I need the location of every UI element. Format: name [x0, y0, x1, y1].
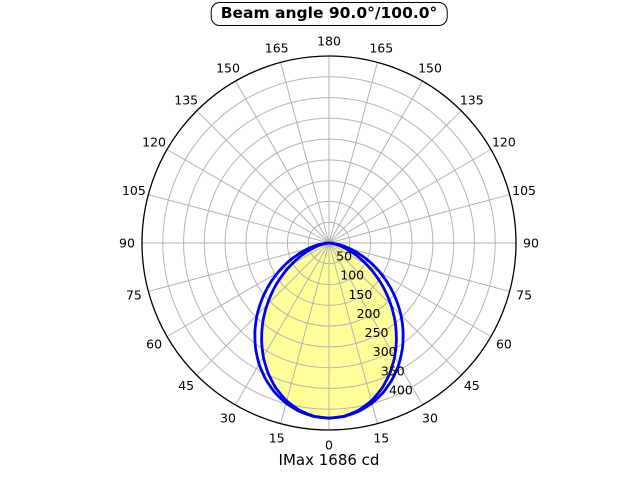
imax-label: IMax 1686 cd: [278, 451, 380, 469]
grid-ray: [328, 62, 378, 244]
angle-tick-label: 150: [216, 60, 240, 75]
grid-ring: [266, 180, 392, 306]
grid-ring: [245, 159, 413, 327]
angle-tick-label: 15: [373, 430, 389, 445]
angle-tick-label: 45: [464, 378, 480, 393]
angle-tick-label: 180: [317, 33, 341, 48]
grid-ray: [328, 80, 423, 244]
grid-ray: [166, 242, 330, 337]
radial-tick-label: 300: [373, 344, 397, 359]
grid-ray: [148, 242, 330, 292]
angle-tick-label: 120: [142, 134, 166, 149]
angle-tick-label: 0: [325, 437, 333, 452]
angle-tick-label: 165: [369, 40, 393, 55]
angle-tick-label: 120: [492, 134, 516, 149]
grid-ray: [235, 80, 330, 244]
radial-tick-label: 200: [357, 306, 381, 321]
grid-ray: [166, 149, 330, 244]
grid-ring: [286, 200, 372, 286]
angle-tick-label: 105: [512, 183, 536, 198]
radial-tick-label: 250: [365, 325, 389, 340]
radial-tick-label: 100: [340, 268, 364, 283]
angle-tick-label: 30: [422, 410, 438, 425]
grid-ray: [235, 242, 330, 406]
angle-tick-label: 75: [516, 288, 532, 303]
angle-tick-label: 75: [126, 288, 142, 303]
grid-ray: [328, 149, 492, 244]
angle-tick-label: 135: [460, 93, 484, 108]
grid-ray: [328, 242, 423, 406]
grid-ray: [196, 110, 330, 244]
grid-ray: [328, 242, 462, 376]
beam-curve-inner: [260, 241, 398, 420]
grid-ray: [196, 242, 330, 376]
radial-tick-label: 400: [389, 382, 413, 397]
grid-ray: [328, 242, 510, 292]
radial-tick-label: 150: [348, 287, 372, 302]
grid-ring: [307, 221, 351, 265]
angle-tick-label: 90: [523, 235, 539, 250]
outer-circle: [141, 55, 517, 431]
radial-tick-label: 350: [381, 363, 405, 378]
angle-tick-label: 150: [418, 60, 442, 75]
grid-ring: [162, 76, 496, 410]
angle-tick-label: 45: [178, 378, 194, 393]
angle-tick-label: 60: [496, 336, 512, 351]
chart-title-box: Beam angle 90.0°/100.0°: [210, 2, 448, 26]
angle-tick-label: 90: [119, 235, 135, 250]
grid-ray: [328, 242, 378, 424]
angle-tick-label: 30: [220, 410, 236, 425]
angle-tick-label: 60: [146, 336, 162, 351]
angle-tick-label: 15: [269, 430, 285, 445]
angle-tick-label: 135: [174, 93, 198, 108]
grid-ray: [328, 194, 510, 244]
chart-title: Beam angle 90.0°/100.0°: [220, 4, 438, 22]
grid-ray: [280, 62, 330, 244]
grid-ray: [328, 110, 462, 244]
grid-ring: [203, 117, 455, 369]
grid-ring: [224, 138, 434, 348]
grid-ring: [183, 97, 475, 389]
angle-tick-label: 165: [265, 40, 289, 55]
radial-tick-label: 50: [336, 248, 352, 263]
grid-ray: [280, 242, 330, 424]
grid-ray: [328, 242, 492, 337]
angle-tick-label: 105: [122, 183, 146, 198]
grid-ray: [148, 194, 330, 244]
